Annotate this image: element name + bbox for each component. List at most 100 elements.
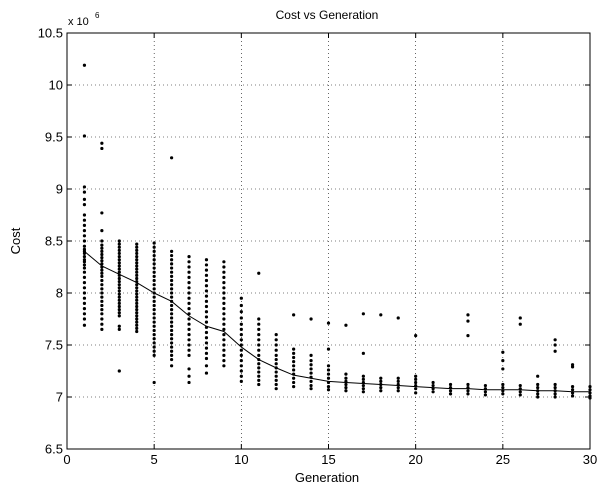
data-point [100, 243, 104, 247]
data-point [466, 389, 470, 393]
data-point [204, 263, 209, 267]
data-point [117, 270, 121, 274]
data-point [100, 229, 104, 233]
data-point [82, 260, 87, 264]
data-point [152, 341, 156, 345]
data-point [152, 328, 156, 333]
data-point [187, 380, 191, 385]
data-point [536, 395, 540, 399]
data-point [466, 334, 470, 338]
data-point [344, 386, 348, 390]
data-point [135, 267, 139, 271]
data-point [326, 368, 331, 372]
data-point [135, 295, 139, 299]
data-point [222, 317, 226, 321]
data-point [361, 377, 365, 381]
data-point [501, 382, 505, 387]
data-point [187, 333, 191, 337]
data-point [82, 263, 87, 267]
data-point [309, 353, 313, 357]
data-point [170, 156, 174, 160]
data-point [222, 353, 226, 357]
data-point [152, 266, 156, 270]
data-point [170, 312, 174, 316]
data-point [135, 292, 139, 296]
data-point [152, 283, 156, 287]
data-point [100, 141, 104, 145]
data-point [135, 273, 139, 277]
data-point [448, 382, 453, 387]
data-point [82, 286, 87, 290]
data-point [222, 296, 226, 300]
data-point [187, 327, 191, 331]
data-point [257, 317, 261, 321]
data-point [170, 278, 174, 283]
data-point [117, 304, 121, 309]
data-point [204, 310, 209, 314]
data-point [82, 255, 87, 259]
data-point [414, 387, 418, 391]
data-point [431, 383, 435, 388]
data-point [187, 374, 191, 378]
axis-ticks: 0 5 10 15 20 25 30 6.5 7 7.5 8 8.5 9 9.5 10 10.5 [38, 26, 598, 468]
data-point [135, 304, 139, 309]
data-point [82, 197, 87, 201]
data-point [257, 362, 261, 366]
data-point [117, 324, 121, 328]
data-point [326, 376, 331, 380]
data-point [170, 274, 174, 278]
data-point [309, 317, 313, 321]
data-point [204, 341, 209, 345]
data-point [117, 276, 121, 281]
data-point [379, 379, 383, 383]
data-point [292, 313, 296, 317]
data-point [379, 376, 383, 380]
data-point [170, 320, 174, 324]
data-point [135, 261, 139, 265]
data-point [135, 283, 139, 287]
data-point [135, 298, 139, 302]
data-point [187, 317, 191, 321]
data-point [135, 251, 139, 256]
data-point [117, 245, 121, 249]
data-point [222, 260, 226, 264]
data-point [309, 383, 313, 388]
data-point [117, 255, 121, 259]
data-point [239, 353, 243, 357]
data-point [257, 378, 261, 382]
data-point [82, 229, 87, 233]
data-point [466, 392, 470, 396]
data-point [466, 382, 470, 387]
data-point [204, 304, 209, 309]
y-tick-label: 10.5 [38, 26, 63, 41]
data-point [204, 278, 209, 283]
data-point [239, 333, 243, 337]
data-point [309, 367, 313, 371]
data-point [82, 218, 87, 222]
data-point [135, 270, 139, 274]
data-point [239, 374, 243, 378]
data-point [222, 286, 226, 290]
x-tick-label: 20 [408, 452, 422, 467]
data-point [257, 338, 261, 342]
data-point [187, 353, 191, 357]
data-point [187, 260, 191, 264]
data-point [274, 353, 278, 357]
data-point [152, 295, 156, 299]
data-point [135, 311, 139, 315]
data-point [222, 359, 226, 363]
data-point [170, 249, 174, 253]
data-point [361, 312, 365, 316]
data-point [239, 327, 243, 331]
x-axis-label: Generation [295, 470, 359, 485]
x-tick-label: 30 [583, 452, 597, 467]
data-point [100, 322, 104, 326]
x-tick-label: 10 [234, 452, 248, 467]
data-point [204, 258, 209, 262]
y-axis-label: Cost [8, 227, 23, 254]
data-point [117, 239, 121, 243]
y-tick-label: 7 [56, 390, 63, 405]
data-point [135, 258, 139, 262]
data-point [326, 364, 331, 368]
data-point [170, 341, 174, 345]
